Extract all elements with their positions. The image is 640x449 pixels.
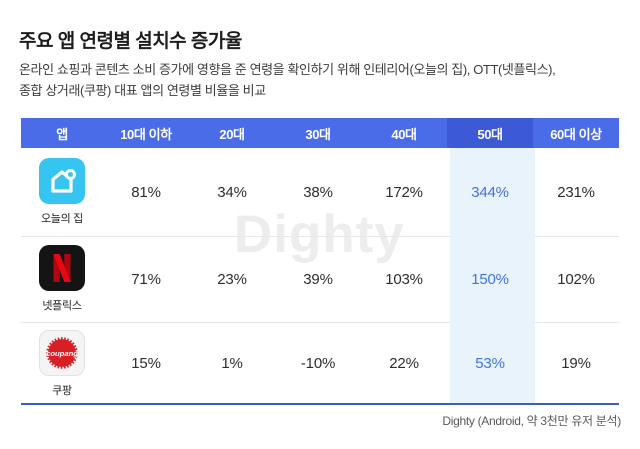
app-label-netflix: 넷플릭스 [42,300,82,312]
value-cell-highlighted: 150% [471,270,509,288]
dighty-watermark: Dighty [234,205,405,264]
data-table: Dighty 앱 10대 이하 20대 30대 40대 50대 60대 이상 오… [21,118,619,405]
app-cell-coupang: coupang 쿠팡 [21,322,103,405]
row-divider [21,322,450,323]
value-cell: 81% [131,183,161,201]
row-divider [21,236,450,237]
value-cell: -10% [300,355,336,372]
header-cell-60s: 60대 이상 [533,118,619,148]
house-icon [51,169,76,193]
header-cell-40s: 40대 [361,118,447,148]
table-row-coupang: coupang 쿠팡 15% 1% -10% 22% 53% 19% [21,322,619,405]
table-body: 오늘의 집 81% 34% 38% 172% 344% 231% 넷플릭스 7 [21,148,619,405]
value-cell: 172% [385,183,423,201]
header-cell-30s: 30대 [275,118,361,148]
value-cell-highlighted: 344% [471,183,509,201]
value-cell: 1% [221,355,243,372]
value-cell-highlighted: 53% [475,355,505,372]
value-cell: 102% [557,270,595,288]
netflix-app-icon [39,245,85,291]
app-label-ohouse: 오늘의 집 [40,213,84,225]
header-cell-50s-highlighted: 50대 [447,118,533,148]
value-cell: 231% [557,183,595,201]
value-cell: 15% [131,355,161,372]
value-cell: 103% [385,270,423,288]
row-divider [535,322,619,323]
app-cell-ohouse: 오늘의 집 [21,148,103,236]
row-divider [535,236,619,237]
table-row-netflix: 넷플릭스 71% 23% 39% 103% 150% 102% [21,236,619,322]
source-note: Dighty (Android, 약 3천만 유저 분석) [442,414,621,428]
column-highlight-50s [450,148,535,403]
header-cell-teens: 10대 이하 [103,118,189,148]
value-cell: 19% [561,355,591,372]
table-header-row: 앱 10대 이하 20대 30대 40대 50대 60대 이상 [21,118,619,148]
subtitle-line-1: 온라인 쇼핑과 콘텐츠 소비 증가에 영향을 준 연령을 확인하기 위해 인테리… [19,62,556,77]
table-row-ohouse: 오늘의 집 81% 34% 38% 172% 344% 231% [21,148,619,236]
value-cell: 34% [217,183,247,201]
subtitle-line-2: 종합 상거래(쿠팡) 대표 앱의 연령별 비율을 비교 [19,83,266,98]
value-cell: 23% [217,270,247,288]
value-cell: 71% [131,270,161,288]
value-cell: 22% [389,355,419,372]
netflix-n-icon [53,254,71,282]
page-subtitle: 온라인 쇼핑과 콘텐츠 소비 증가에 영향을 준 연령을 확인하기 위해 인테리… [19,59,556,101]
coupang-app-icon: coupang [39,329,85,376]
value-cell: 38% [303,183,333,201]
value-cell: 39% [303,270,333,288]
header-cell-20s: 20대 [189,118,275,148]
header-cell-app: 앱 [21,118,103,148]
app-label-coupang: 쿠팡 [52,384,72,397]
page-title: 주요 앱 연령별 설치수 증가율 [19,31,242,52]
coupang-seal-icon: coupang [46,336,78,369]
coupang-seal-text: coupang [46,348,78,357]
ohouse-app-icon [39,158,85,204]
app-cell-netflix: 넷플릭스 [21,236,103,322]
